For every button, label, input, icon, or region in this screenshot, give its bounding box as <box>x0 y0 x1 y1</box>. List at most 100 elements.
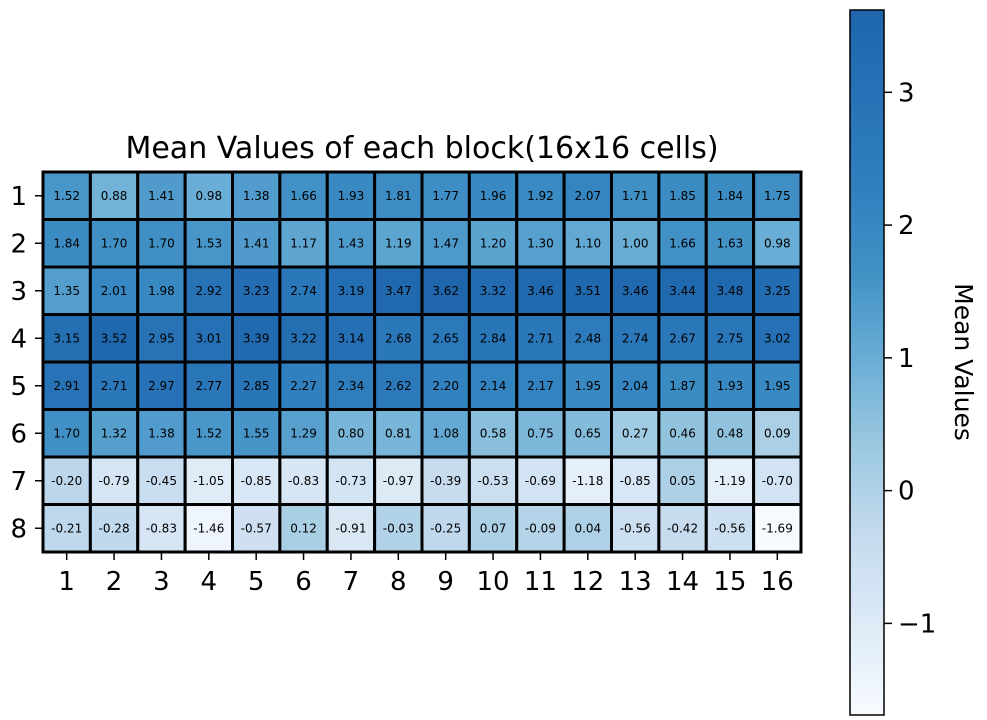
x-tick-label: 13 <box>619 567 652 597</box>
cell-value-label: 2.74 <box>290 284 317 298</box>
x-tick-label: 1 <box>58 567 75 597</box>
heatmap-cell <box>88 408 140 459</box>
cell-value-label: -0.39 <box>430 474 461 488</box>
colorbar-tick-label: −1 <box>898 609 936 639</box>
cell-value-label: 0.65 <box>574 426 601 440</box>
cell-value-label: 3.19 <box>338 284 365 298</box>
cell-value-label: -0.20 <box>51 474 82 488</box>
cell-value-label: 0.07 <box>480 521 507 535</box>
cell-value-label: -0.45 <box>146 474 177 488</box>
cell-value-label: -0.70 <box>762 474 793 488</box>
cell-value-label: -0.79 <box>99 474 130 488</box>
colorbar-tick-label: 3 <box>898 78 915 108</box>
cell-value-label: 2.85 <box>243 379 270 393</box>
cell-value-label: -1.69 <box>762 521 793 535</box>
heatmap-cell <box>183 503 234 554</box>
cell-value-label: 0.58 <box>480 426 507 440</box>
cell-value-label: 2.17 <box>527 379 554 393</box>
cell-value-label: 2.48 <box>574 331 601 345</box>
cell-value-label: 1.38 <box>243 189 270 203</box>
cell-value-label: 1.47 <box>432 236 459 250</box>
cell-value-label: -0.69 <box>525 474 556 488</box>
x-tick-label: 3 <box>153 567 170 597</box>
cell-value-label: -1.46 <box>193 521 224 535</box>
cell-value-label: 1.10 <box>574 236 601 250</box>
heatmap-cell <box>752 360 803 411</box>
colorbar-label: Mean Values <box>949 283 978 441</box>
cell-value-label: -0.42 <box>667 521 698 535</box>
cell-value-label: 2.04 <box>622 379 649 393</box>
cell-value-label: -1.18 <box>572 474 603 488</box>
cell-value-label: 0.98 <box>764 236 791 250</box>
x-tick-label: 9 <box>437 567 454 597</box>
cell-value-label: 1.66 <box>290 189 317 203</box>
cell-value-label: 1.41 <box>148 189 175 203</box>
cell-value-label: 1.93 <box>717 379 744 393</box>
cell-value-label: 1.08 <box>432 426 459 440</box>
cell-value-label: 1.84 <box>53 236 80 250</box>
cell-value-label: 1.95 <box>574 379 601 393</box>
cell-value-label: 3.02 <box>764 331 791 345</box>
cell-value-label: 3.14 <box>338 331 365 345</box>
heatmap-cell <box>373 503 424 554</box>
cell-value-label: 2.92 <box>195 284 222 298</box>
cell-value-label: 2.07 <box>574 189 601 203</box>
cell-value-label: 3.15 <box>53 331 80 345</box>
cell-value-label: 3.25 <box>764 284 791 298</box>
cell-value-label: 2.95 <box>148 331 175 345</box>
cell-value-label: -0.97 <box>383 474 414 488</box>
cell-value-label: -0.09 <box>525 521 556 535</box>
heatmap-cell <box>136 313 187 364</box>
chart-title: Mean Values of each block(16x16 cells) <box>125 131 718 166</box>
heatmap-cell <box>752 170 803 221</box>
cell-value-label: -0.25 <box>430 521 461 535</box>
cell-value-label: 1.84 <box>717 189 744 203</box>
cell-value-label: -0.83 <box>146 521 177 535</box>
cell-value-label: -0.57 <box>241 521 272 535</box>
heatmap-cell <box>88 455 140 506</box>
heatmap-cell <box>373 455 424 506</box>
cell-value-label: 0.12 <box>290 521 317 535</box>
colorbar-ticks: 3 2 1 0 −1 <box>884 78 936 639</box>
cell-value-label: 0.81 <box>385 426 412 440</box>
heatmap-cell <box>515 408 566 459</box>
cell-value-label: 2.75 <box>717 331 744 345</box>
heatmap-cell <box>136 218 187 269</box>
cell-value-label: 3.47 <box>385 284 412 298</box>
cell-value-label: 1.30 <box>527 236 554 250</box>
cell-value-label: 2.14 <box>480 379 507 393</box>
heatmap-cell <box>610 360 661 411</box>
cell-value-label: 1.35 <box>53 284 80 298</box>
cell-value-label: 0.04 <box>574 521 601 535</box>
cell-value-label: 1.92 <box>527 189 554 203</box>
y-tick-label: 8 <box>10 514 27 544</box>
cell-value-label: 3.32 <box>480 284 507 298</box>
cell-value-label: 1.38 <box>148 426 175 440</box>
cell-value-label: 2.62 <box>385 379 412 393</box>
cell-value-label: 1.41 <box>243 236 270 250</box>
cell-value-label: 1.53 <box>195 236 222 250</box>
heatmap-cell <box>88 360 140 411</box>
x-tick-label: 15 <box>713 567 746 597</box>
cell-value-label: 0.98 <box>195 189 222 203</box>
cell-value-label: -0.73 <box>335 474 366 488</box>
heatmap-cell <box>373 170 424 221</box>
cell-value-label: 3.46 <box>527 284 554 298</box>
cell-value-label: 2.27 <box>290 379 317 393</box>
heatmap-cell <box>373 360 424 411</box>
cell-value-label: 2.01 <box>101 284 128 298</box>
heatmap-cell <box>752 265 803 316</box>
heatmap-cell <box>752 313 803 364</box>
heatmap-cell <box>657 265 708 316</box>
cell-value-label: 1.43 <box>338 236 365 250</box>
cell-value-label: -1.19 <box>714 474 745 488</box>
cell-value-label: 2.67 <box>669 331 696 345</box>
cell-value-label: 1.52 <box>195 426 222 440</box>
heatmap-cell <box>183 360 234 411</box>
cell-value-label: 1.93 <box>338 189 365 203</box>
cell-value-label: 1.70 <box>148 236 175 250</box>
cell-value-label: 2.34 <box>338 379 365 393</box>
heatmap-cell <box>704 360 756 411</box>
cell-value-label: 1.71 <box>622 189 649 203</box>
